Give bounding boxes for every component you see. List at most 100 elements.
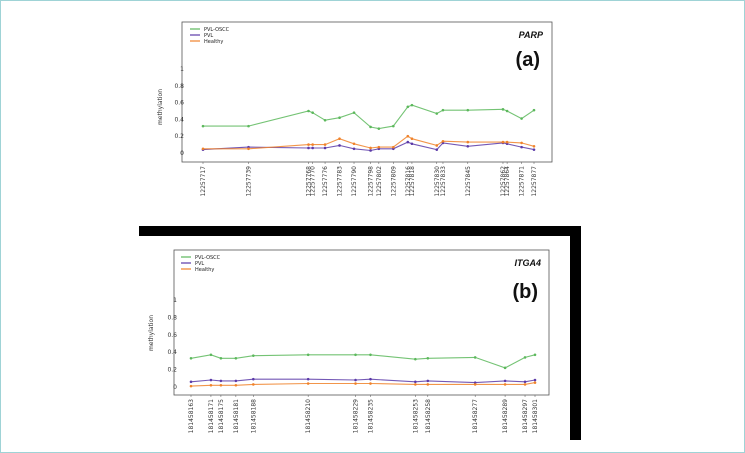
legend-label: Healthy (204, 39, 223, 45)
data-point (441, 139, 445, 143)
data-point (426, 383, 430, 386)
chart-b-border (173, 249, 550, 396)
y-tick-label: 0.6 (174, 100, 184, 107)
data-point (435, 112, 439, 115)
data-point (252, 383, 255, 386)
data-point (306, 377, 310, 381)
chart-a-ylabel: methylation (157, 89, 164, 125)
data-point (377, 127, 381, 130)
data-point (414, 380, 417, 384)
y-tick-label: 1 (173, 297, 177, 304)
x-tick-label: 181458253 (412, 399, 419, 434)
series-line-pvl-oscc (190, 354, 536, 369)
x-tick-label: 181458258 (425, 399, 432, 434)
data-point (414, 383, 417, 386)
data-point (354, 382, 357, 385)
data-point (505, 140, 509, 144)
x-tick-label: 181458289 (502, 399, 509, 434)
data-point (209, 378, 213, 382)
data-point (503, 366, 507, 370)
y-tick-label: 0.4 (167, 349, 177, 356)
y-tick-label: 0.4 (174, 116, 184, 123)
x-tick-label: 12257798 (368, 166, 375, 197)
data-point (410, 103, 414, 107)
y-tick-label: 0.8 (174, 83, 184, 90)
data-point (532, 108, 536, 112)
x-tick-label: 181458235 (367, 399, 374, 434)
data-point (219, 379, 223, 383)
x-tick-label: 12257768 (306, 166, 313, 197)
y-tick-label: 0.2 (167, 367, 177, 374)
data-point (234, 356, 238, 360)
data-point (252, 354, 255, 357)
x-tick-label: 12257770 (310, 166, 317, 197)
data-point (306, 382, 310, 385)
x-tick-label: 12257717 (200, 166, 207, 197)
data-point (520, 145, 523, 149)
x-tick-label: 181458277 (472, 399, 479, 434)
data-point (354, 378, 357, 382)
data-point (473, 356, 477, 359)
data-point (520, 141, 523, 145)
data-point (247, 147, 250, 151)
x-tick-label: 181458175 (218, 399, 225, 434)
data-point (532, 144, 536, 148)
series-line-healthy (190, 382, 536, 387)
x-tick-label: 12257776 (322, 166, 329, 197)
data-point (323, 146, 327, 150)
data-point (189, 380, 193, 384)
data-point (209, 383, 213, 387)
data-point (410, 137, 414, 141)
data-point (369, 146, 372, 150)
data-point (377, 145, 381, 149)
data-point (247, 124, 250, 128)
x-tick-label: 181458171 (208, 399, 215, 434)
legend-label: PVL (204, 33, 213, 39)
data-point (306, 353, 310, 357)
data-point (352, 147, 356, 151)
data-point (410, 142, 414, 146)
data-point (323, 143, 327, 146)
data-point (189, 384, 193, 388)
x-tick-label: 181458297 (522, 399, 529, 434)
data-point (307, 143, 310, 146)
data-point (307, 146, 310, 150)
data-point (406, 134, 410, 138)
black-border-top (139, 226, 581, 236)
x-tick-label: 12257809 (390, 166, 397, 197)
data-point (523, 383, 527, 386)
chart-b-gene-title: ITGA4 (514, 258, 541, 268)
y-tick-label: 0.2 (174, 133, 184, 140)
data-point (503, 383, 507, 386)
data-point (414, 357, 417, 361)
legend-label: PVL-OSCC (195, 255, 221, 261)
y-tick-label: 0.8 (167, 314, 177, 321)
data-point (523, 380, 527, 384)
data-point (311, 111, 314, 114)
data-point (369, 125, 372, 129)
chart-b-ylabel: methylation (148, 315, 155, 351)
data-point (234, 379, 238, 383)
data-point (406, 105, 410, 109)
legend-label: Healthy (195, 267, 214, 273)
data-point (352, 111, 356, 114)
data-point (352, 142, 356, 146)
y-tick-label: 0 (173, 384, 177, 391)
data-point (533, 378, 537, 382)
data-point (392, 124, 395, 128)
data-point (533, 381, 537, 384)
x-tick-label: 181458210 (305, 399, 312, 434)
data-point (369, 377, 372, 381)
data-point (307, 109, 310, 113)
y-tick-label: 0.6 (167, 332, 177, 339)
x-tick-label: 12257833 (440, 166, 447, 197)
x-tick-label: 12257818 (409, 166, 416, 197)
data-point (435, 148, 439, 151)
x-tick-label: 12257783 (337, 166, 344, 197)
series-line-pvl (190, 378, 536, 384)
data-point (532, 148, 536, 151)
data-point (466, 140, 470, 144)
